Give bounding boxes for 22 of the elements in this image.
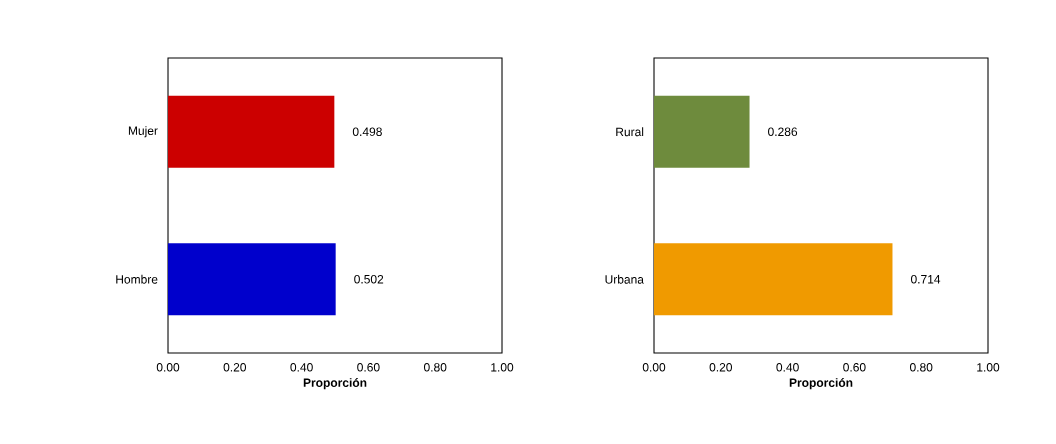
x-tick-label: 0.80	[423, 363, 447, 372]
y-tick-label: Hombre	[116, 274, 158, 284]
data-label: 0.502	[354, 275, 384, 284]
x-tick-label: 0.40	[776, 363, 799, 372]
x-axis-title: Proporción	[303, 378, 367, 390]
data-label: 0.714	[910, 275, 941, 284]
x-axis-title: Proporción	[789, 378, 853, 390]
data-label: 0.286	[768, 127, 798, 137]
x-tick-label: 0.80	[909, 363, 933, 372]
y-tick-label: Mujer	[128, 126, 158, 138]
x-tick-label: 1.00	[977, 363, 1000, 372]
x-tick-label: 0.00	[642, 363, 666, 372]
x-tick-label: 1.00	[491, 363, 514, 372]
y-tick-label: Urbana	[605, 274, 644, 284]
x-tick-label: 0.40	[290, 363, 313, 372]
x-tick-label: 0.60	[357, 363, 380, 372]
x-tick-label: 0.20	[709, 363, 733, 372]
data-label: 0.498	[352, 127, 382, 137]
x-tick-label: 0.00	[156, 363, 180, 372]
y-tick-label: Rural	[616, 127, 644, 137]
x-tick-label: 0.20	[223, 363, 247, 372]
x-tick-label: 0.60	[843, 363, 866, 372]
